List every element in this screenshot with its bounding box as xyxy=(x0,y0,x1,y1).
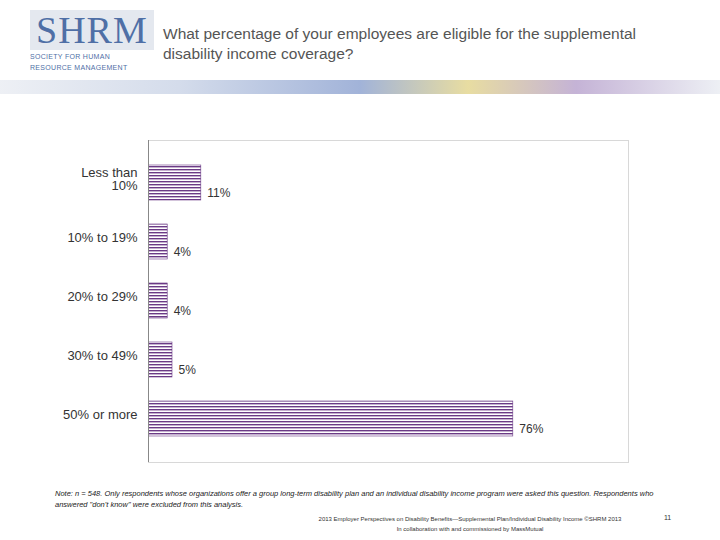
svg-text:50% or more: 50% or more xyxy=(63,407,137,422)
html-text:2013 Employer Perspectives on: 2013 Employer Perspectives on Disability… xyxy=(318,516,622,522)
html-text:SHRM: SHRM xyxy=(36,9,148,51)
html-text:Note: n = 548. Only respondent: Note: n = 548. Only respondents whose or… xyxy=(55,489,654,509)
svg-text:20% to 29%: 20% to 29% xyxy=(67,289,138,304)
svg-text:76%: 76% xyxy=(519,422,543,436)
html-text:What percentage of your employ: What percentage of your employees are el… xyxy=(163,25,636,62)
svg-text:5%: 5% xyxy=(179,363,197,377)
svg-text:30% to 49%: 30% to 49% xyxy=(67,348,138,363)
svg-text:4%: 4% xyxy=(174,245,192,259)
html-text:11: 11 xyxy=(664,514,672,521)
svg-text:Less than10%: Less than10% xyxy=(81,165,138,193)
html-text:RESOURCE MANAGEMENT: RESOURCE MANAGEMENT xyxy=(30,64,128,71)
svg-text:4%: 4% xyxy=(174,304,192,318)
html-text:In collaboration with and comm: In collaboration with and commissioned b… xyxy=(396,526,544,532)
html-text:SOCIETY FOR HUMAN: SOCIETY FOR HUMAN xyxy=(30,53,110,60)
svg-text:10% to 19%: 10% to 19% xyxy=(67,230,138,245)
svg-text:11%: 11% xyxy=(207,186,230,200)
